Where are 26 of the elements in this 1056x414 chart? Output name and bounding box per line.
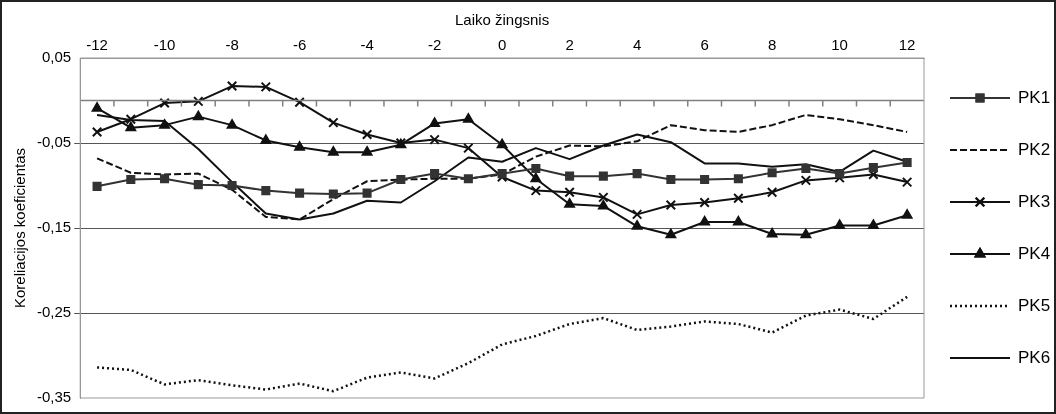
x-tick-label: 2 [565, 36, 574, 54]
x-tick-label: -8 [225, 36, 239, 54]
legend-label: PK5 [1018, 295, 1051, 315]
x-tick-label: 0 [497, 36, 507, 54]
y-tick-label: 0,05 [41, 48, 72, 66]
y-tick-label: -0,35 [36, 388, 72, 406]
x-tick-label: -6 [292, 36, 307, 54]
x-tick-label: -2 [427, 36, 442, 54]
y-tick-label: -0,05 [36, 133, 72, 151]
x-tick-label: -10 [153, 36, 176, 54]
y-axis-title: Koreliacijos koeficientas [11, 147, 29, 309]
legend-label: PK1 [1018, 87, 1051, 107]
x-tick-label: 10 [831, 36, 848, 54]
x-tick-label: 6 [700, 36, 709, 54]
x-tick-label: 12 [898, 36, 916, 54]
x-tick-label: 8 [767, 36, 777, 54]
y-tick-label: -0,15 [36, 218, 72, 236]
x-tick-label: 4 [632, 36, 642, 54]
x-tick-label: -12 [86, 36, 108, 54]
x-axis-title: Laiko žingsnis [454, 11, 550, 29]
y-tick-label: -0,25 [36, 303, 72, 321]
legend-label: PK3 [1018, 191, 1051, 211]
legend-label: PK4 [1018, 243, 1051, 263]
x-tick-label: -4 [360, 36, 374, 54]
legend-label: PK6 [1018, 347, 1051, 367]
legend-label: PK2 [1018, 139, 1051, 159]
